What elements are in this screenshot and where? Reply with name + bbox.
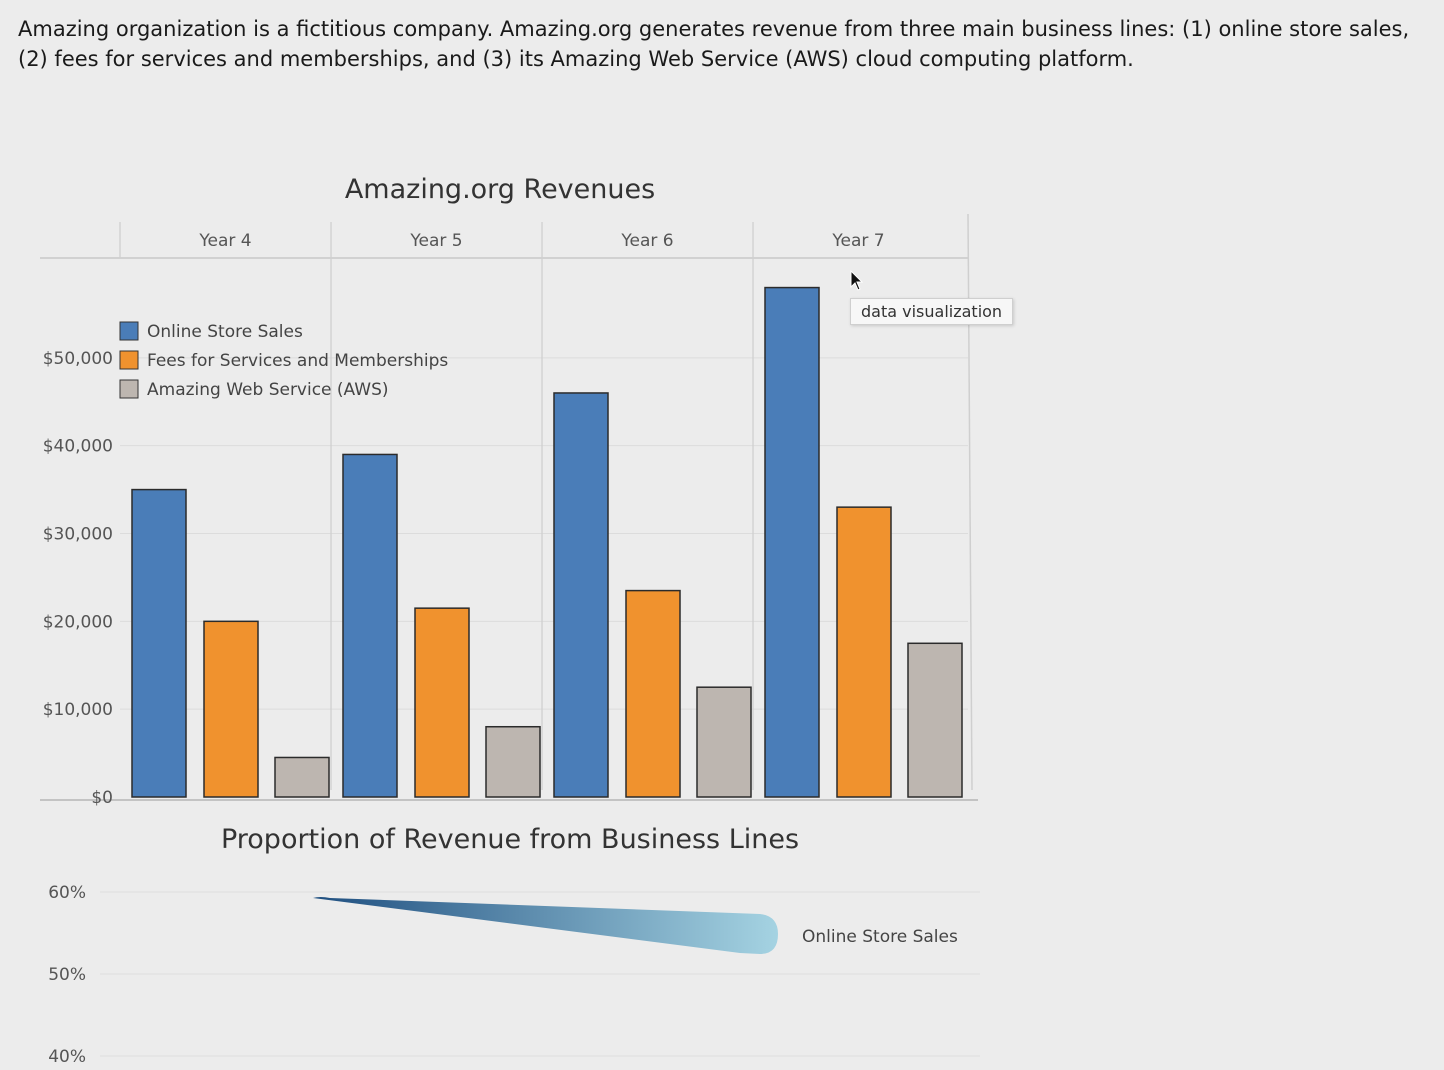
legend-swatch xyxy=(119,350,139,370)
line-chart-title: Proportion of Revenue from Business Line… xyxy=(221,824,799,855)
line-y-tick-label: 40% xyxy=(48,1047,86,1067)
y-tick-label: $40,000 xyxy=(43,437,113,457)
line-chart-y-ticks: 60% 50% 40% xyxy=(48,883,86,1067)
gridlines xyxy=(120,357,968,710)
bar xyxy=(485,725,541,798)
legend: Online Store Sales Fees for Services and … xyxy=(119,321,448,400)
y-tick-label: $20,000 xyxy=(43,612,113,632)
y-tick-label: $30,000 xyxy=(43,525,113,545)
bar xyxy=(274,756,330,798)
legend-swatch xyxy=(119,321,139,341)
year-header-label: Year 5 xyxy=(409,231,462,251)
year-headers: Year 4 Year 5 Year 6 Year 7 xyxy=(119,222,885,790)
year-header-label: Year 7 xyxy=(831,231,884,251)
line-y-tick-label: 60% xyxy=(48,883,86,903)
bar xyxy=(907,642,963,798)
bar-chart-title: Amazing.org Revenues xyxy=(345,174,655,205)
intro-paragraph: Amazing organization is a fictitious com… xyxy=(18,17,1410,71)
bar xyxy=(553,392,609,798)
bar xyxy=(696,686,752,798)
bar xyxy=(131,488,187,798)
year-header-label: Year 6 xyxy=(620,231,673,251)
legend-label: Fees for Services and Memberships xyxy=(147,351,448,371)
bar xyxy=(764,286,820,798)
bar xyxy=(414,607,470,798)
bars xyxy=(131,286,963,798)
line-series-label: Online Store Sales xyxy=(802,927,958,947)
online-store-sales-line xyxy=(313,897,778,954)
bar xyxy=(342,453,398,798)
y-tick-label: $10,000 xyxy=(43,700,113,720)
line-y-tick-label: 50% xyxy=(48,965,86,985)
legend-label: Online Store Sales xyxy=(147,322,303,342)
y-tick-label: $0 xyxy=(91,788,113,808)
bar xyxy=(625,589,681,798)
legend-swatch xyxy=(119,379,139,399)
y-tick-label: $50,000 xyxy=(43,349,113,369)
tooltip: data visualization xyxy=(850,298,1014,325)
line-chart-gridlines xyxy=(100,891,980,1057)
legend-label: Amazing Web Service (AWS) xyxy=(147,380,389,400)
y-axis-ticks: $0 $10,000 $20,000 $30,000 $40,000 $50,000 xyxy=(43,349,113,808)
mouse-cursor-icon xyxy=(850,270,864,291)
bar xyxy=(836,506,892,798)
year-header-label: Year 4 xyxy=(198,231,251,251)
bar xyxy=(203,620,259,798)
